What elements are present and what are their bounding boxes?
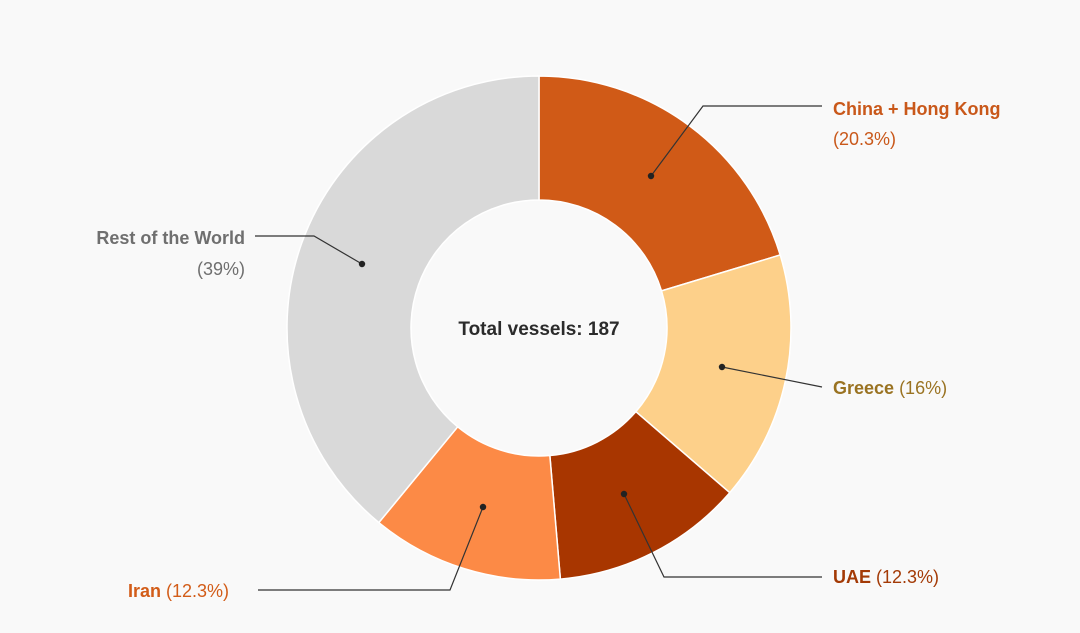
- leader-dot-greece: [718, 363, 726, 371]
- label-name-china-hong-kong: China + Hong Kong: [833, 99, 1000, 119]
- leader-dot-china-hong-kong: [647, 172, 655, 180]
- label-uae: UAE (12.3%): [833, 567, 939, 587]
- label-name-rest-of-the-world: Rest of the World: [96, 228, 245, 248]
- label-percent-text-greece: (16%): [894, 378, 947, 398]
- label-percent-china-hong-kong: (20.3%): [833, 129, 896, 149]
- label-percent-text-rest-of-the-world: (39%): [197, 259, 245, 279]
- label-percent-text-china-hong-kong: (20.3%): [833, 129, 896, 149]
- leader-line-iran: [258, 506, 484, 591]
- label-iran: Iran (12.3%): [128, 581, 229, 601]
- label-percent-text-uae: (12.3%): [871, 567, 939, 587]
- label-name-text-iran: Iran: [128, 581, 161, 601]
- labels-group: China + Hong Kong (20.3%) Greece (16%) UAE …: [96, 99, 1000, 601]
- label-name-text-china-hong-kong: China + Hong Kong: [833, 99, 1000, 119]
- leader-line-rest-of-the-world: [255, 235, 363, 265]
- leader-dot-rest-of-the-world: [358, 260, 366, 268]
- slice-china-hong-kong: [538, 75, 782, 292]
- label-name-text-rest-of-the-world: Rest of the World: [96, 228, 245, 248]
- slice-rest-of-the-world: [286, 75, 540, 524]
- leader-lines-group: [255, 105, 823, 591]
- leader-line-china-hong-kong: [650, 105, 822, 177]
- label-name-text-uae: UAE: [833, 567, 871, 587]
- label-percent-text-iran: (12.3%): [161, 581, 229, 601]
- label-greece: Greece (16%): [833, 378, 947, 398]
- label-percent-rest-of-the-world: (39%): [197, 259, 245, 279]
- slice-greece: [634, 254, 792, 494]
- slices-group: [286, 75, 792, 581]
- label-name-text-greece: Greece: [833, 378, 894, 398]
- leader-line-uae: [623, 493, 822, 578]
- leader-dot-iran: [479, 503, 487, 511]
- leader-line-greece: [721, 366, 823, 388]
- leader-dot-uae: [620, 490, 628, 498]
- center-total-label: Total vessels: 187: [458, 319, 619, 340]
